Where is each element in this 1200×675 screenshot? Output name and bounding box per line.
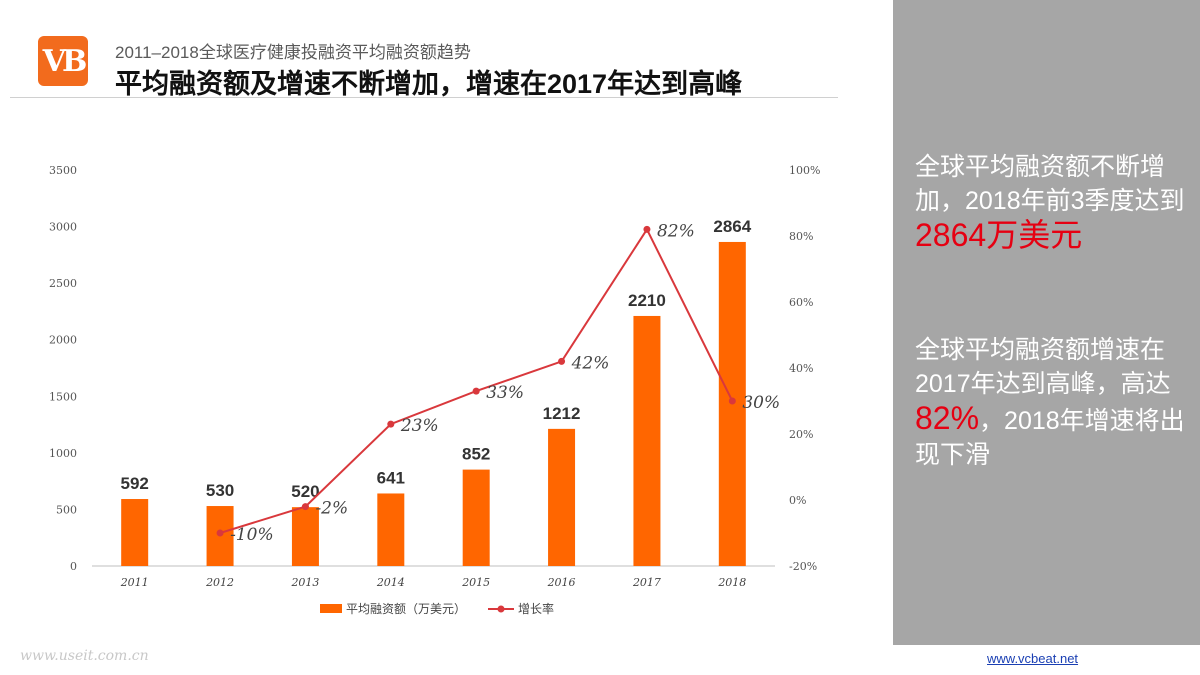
left-axis-tick: 1500 (49, 390, 77, 403)
bar-value-label: 2864 (713, 217, 751, 236)
right-axis-tick: 0% (789, 494, 806, 507)
x-axis-tick-label: 2015 (461, 576, 490, 589)
bar-value-label: 2210 (628, 291, 666, 310)
x-axis-tick-label: 2011 (120, 576, 149, 589)
note2-text-b: ，2018年增速将出现下滑 (915, 407, 1185, 469)
left-axis-tick: 2000 (49, 334, 77, 347)
sidebar-note-amount: 全球平均融资额不断增加，2018年前3季度达到2864万美元 (915, 150, 1185, 255)
growth-rate-label: 82% (657, 221, 695, 241)
left-axis-tick: 0 (70, 560, 77, 573)
bar (291, 507, 319, 566)
left-axis-tick: 500 (56, 503, 77, 516)
page-title: 平均融资额及增速不断增加，增速在2017年达到高峰 (115, 69, 743, 99)
growth-rate-point (387, 420, 395, 428)
bar-value-label: 641 (377, 468, 405, 487)
bar (633, 315, 661, 566)
x-axis-tick-label: 2017 (632, 576, 661, 589)
footer-link[interactable]: www.vcbeat.net (987, 651, 1079, 666)
note2-text-a: 全球平均融资额增速在2017年达到高峰，高达 (915, 336, 1171, 398)
vb-logo: VB (38, 36, 88, 86)
right-axis-tick: 40% (789, 362, 813, 375)
bar (121, 499, 149, 566)
growth-rate-label: 42% (571, 353, 610, 373)
x-axis-tick-label: 2013 (290, 576, 319, 589)
note1-text: 全球平均融资额不断增加，2018年前3季度达到 (915, 153, 1185, 215)
bar-value-label: 592 (121, 474, 149, 493)
title-divider (10, 97, 838, 98)
legend-swatch-bar (320, 604, 342, 613)
right-axis-tick: -20% (789, 560, 817, 573)
bar (462, 469, 490, 566)
left-axis-tick: 2500 (49, 277, 77, 290)
growth-rate-point (643, 225, 651, 233)
growth-rate-point (216, 529, 224, 537)
bar-value-label: 852 (462, 445, 490, 464)
sidebar-note-growth: 全球平均融资额增速在2017年达到高峰，高达82%，2018年增速将出现下滑 (915, 333, 1185, 472)
left-axis-tick: 3500 (49, 164, 77, 177)
legend-label-line: 增长率 (518, 601, 554, 616)
bar (548, 428, 576, 566)
growth-rate-label: 23% (400, 416, 439, 436)
x-axis-tick-label: 2014 (376, 576, 405, 589)
bar-value-label: 520 (291, 482, 319, 501)
growth-rate-point (301, 503, 309, 511)
financing-chart: 0 500 1000 1500 2000 2500 3000 3500 -20% 0% 20% 40%… (49, 164, 820, 616)
watermark: www.useit.com.cn (20, 648, 149, 664)
right-axis-tick: 20% (789, 428, 813, 441)
bar-value-label: 530 (206, 481, 234, 500)
x-axis-tick-label: 2016 (547, 576, 576, 589)
right-axis-tick: 100% (789, 164, 820, 177)
left-axis-tick: 1000 (49, 447, 77, 460)
growth-rate-point (558, 357, 566, 365)
legend-label-bar: 平均融资额（万美元） (346, 602, 466, 616)
x-axis-tick-label: 2018 (717, 576, 746, 589)
page-subtitle: 2011–2018全球医疗健康投融资平均融资额趋势 (115, 43, 471, 62)
bar-value-label: 1212 (543, 404, 581, 423)
growth-rate-point (472, 387, 480, 395)
right-axis-tick: 60% (789, 296, 813, 309)
note1-highlight: 2864万美元 (915, 217, 1083, 253)
growth-rate-point (728, 397, 736, 405)
left-axis-tick: 3000 (49, 221, 77, 234)
growth-rate-label: -10% (230, 525, 274, 545)
bar (377, 493, 405, 566)
note2-highlight: 82% (915, 400, 980, 436)
legend-swatch-point (497, 605, 505, 613)
right-axis-tick: 80% (789, 230, 813, 243)
sidebar-panel: 全球平均融资额不断增加，2018年前3季度达到2864万美元 全球平均融资额增速… (893, 0, 1200, 645)
growth-rate-label: 33% (486, 383, 524, 403)
growth-rate-label: -2% (315, 499, 348, 519)
x-axis-tick-label: 2012 (205, 576, 234, 589)
growth-rate-label: 30% (742, 393, 780, 413)
